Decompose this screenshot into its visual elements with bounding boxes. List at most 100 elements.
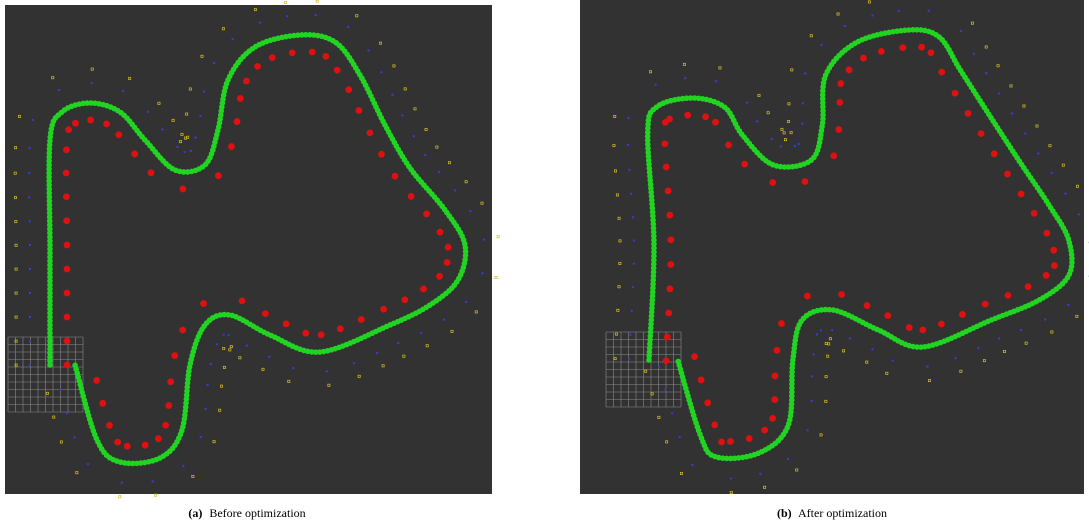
cone-red [103,120,110,127]
cone-blue [29,340,31,342]
cone-red [835,126,842,133]
cone-red [691,353,698,360]
cone-blue [1037,152,1039,154]
cone-blue [259,22,261,24]
cone-red [1004,171,1011,178]
cone-red [1043,230,1050,237]
cone-blue [816,333,818,335]
cone-blue [391,94,393,96]
cone-blue [898,10,900,12]
cone-blue [222,333,224,335]
panel-a [5,0,499,498]
cone-red [237,95,244,102]
cone-red [309,49,316,56]
cone-blue [756,120,758,122]
cone-red [337,325,344,332]
cone-blue [1044,318,1046,320]
cone-blue [871,14,873,16]
cone-red [704,399,711,406]
cone-red [991,150,998,157]
cone-blue [871,348,873,350]
cone-red [928,49,935,56]
cone-blue [801,122,803,124]
cone-blue [998,92,1000,94]
cone-red [63,193,70,200]
cone-blue [927,10,929,12]
cone-blue [216,343,218,345]
cone-red [179,186,186,193]
cone-blue [147,111,149,113]
cone-blue [367,49,369,51]
cone-red [64,290,71,297]
cone-red [830,152,837,159]
cone-red [978,130,985,137]
cone-red [162,422,169,429]
cone-blue [347,26,349,28]
cone-blue [628,358,630,360]
marker-yellow [284,1,286,3]
cone-blue [203,90,205,92]
cone-red [982,301,989,308]
cone-red [367,129,374,136]
cone-blue [1067,304,1069,306]
cone-blue [806,429,808,431]
cone-red [131,151,138,158]
cone-red [378,151,385,158]
cone-red [283,320,290,327]
cone-blue [820,44,822,46]
cone-red [99,400,106,407]
cone-blue [483,238,485,240]
cone-blue [985,72,987,74]
cone-blue [628,169,630,171]
cone-red [63,146,70,153]
cone-red [289,49,296,56]
cone-red [702,113,709,120]
cone-blue [770,138,772,140]
cone-red [87,117,94,124]
cone-blue [194,136,196,138]
cone-blue [28,172,30,174]
cone-red [665,310,672,317]
cone-red [380,306,387,313]
marker-yellow [154,494,156,496]
cone-red [63,170,70,177]
cone-blue [831,329,833,331]
caption-label: (a) [188,506,202,520]
cone-red [1031,210,1038,217]
cone-red [711,421,718,428]
cone-red [114,439,121,446]
cone-red [938,69,945,76]
cone-red [965,110,972,117]
cone-red [356,107,363,114]
trajectory-point [675,359,681,365]
cone-blue [420,332,422,334]
cone-blue [325,370,327,372]
cone-red [769,415,776,422]
cone-red [664,334,671,341]
figure: (a) Before optimization (b) After optimi… [0,0,1089,529]
cone-red [878,48,885,55]
cone-red [64,242,71,249]
cone-red [667,261,674,268]
cone-red [665,187,672,194]
cone-red [836,99,843,106]
cone-red [215,172,222,179]
cone-blue [122,90,124,92]
cone-red [772,373,779,380]
cone-red [774,347,781,354]
cone-red [884,312,891,319]
cone-blue [87,463,89,465]
cone-red [401,296,408,303]
cone-blue [213,62,215,64]
caption: (b) After optimization [777,506,887,520]
cone-blue [1050,172,1052,174]
cone-blue [182,465,184,467]
cone-red [200,300,207,307]
cone-red [899,44,906,51]
cone-red [64,362,71,369]
cone-red [167,378,174,385]
cone-blue [629,334,631,336]
cone-red [243,78,250,85]
cone-red [919,326,926,333]
cone-blue [204,408,206,410]
